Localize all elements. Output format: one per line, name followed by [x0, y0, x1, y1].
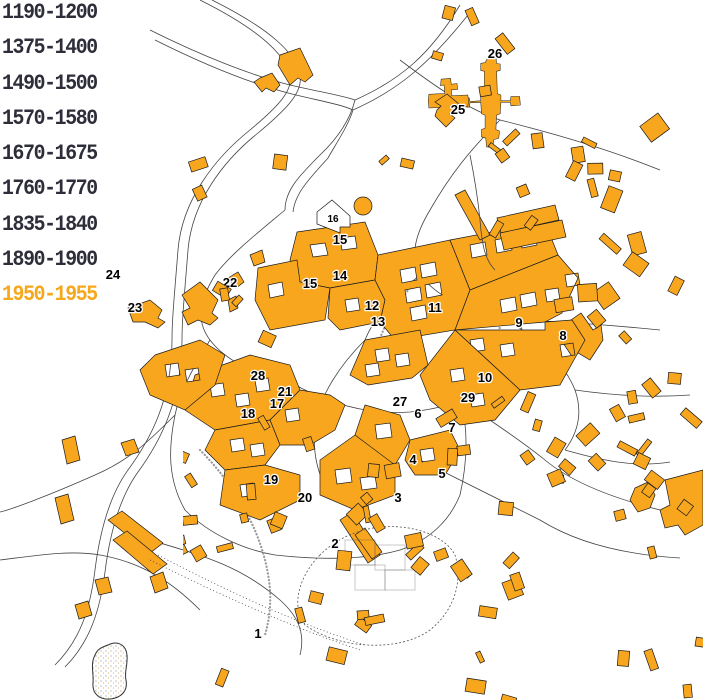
svg-text:14: 14 [333, 268, 348, 283]
svg-text:4: 4 [409, 452, 417, 467]
svg-text:28: 28 [251, 368, 265, 383]
svg-text:2: 2 [331, 536, 338, 551]
svg-text:9: 9 [515, 315, 522, 330]
svg-text:20: 20 [298, 490, 312, 505]
svg-text:16: 16 [327, 214, 339, 225]
svg-text:26: 26 [488, 46, 502, 61]
svg-text:3: 3 [394, 490, 401, 505]
svg-text:18: 18 [241, 406, 255, 421]
svg-text:1: 1 [254, 626, 261, 641]
svg-text:10: 10 [478, 370, 492, 385]
svg-text:15: 15 [333, 232, 347, 247]
svg-text:6: 6 [414, 406, 421, 421]
svg-text:21: 21 [278, 384, 292, 399]
svg-text:23: 23 [128, 300, 142, 315]
svg-text:11: 11 [428, 300, 442, 315]
svg-text:29: 29 [461, 390, 475, 405]
svg-text:13: 13 [371, 314, 385, 329]
svg-text:24: 24 [106, 267, 121, 282]
svg-text:5: 5 [438, 466, 445, 481]
svg-text:12: 12 [365, 298, 379, 313]
svg-text:19: 19 [264, 472, 278, 487]
svg-text:8: 8 [559, 328, 566, 343]
svg-text:27: 27 [393, 394, 407, 409]
svg-text:15: 15 [303, 276, 317, 291]
svg-text:25: 25 [451, 102, 465, 117]
